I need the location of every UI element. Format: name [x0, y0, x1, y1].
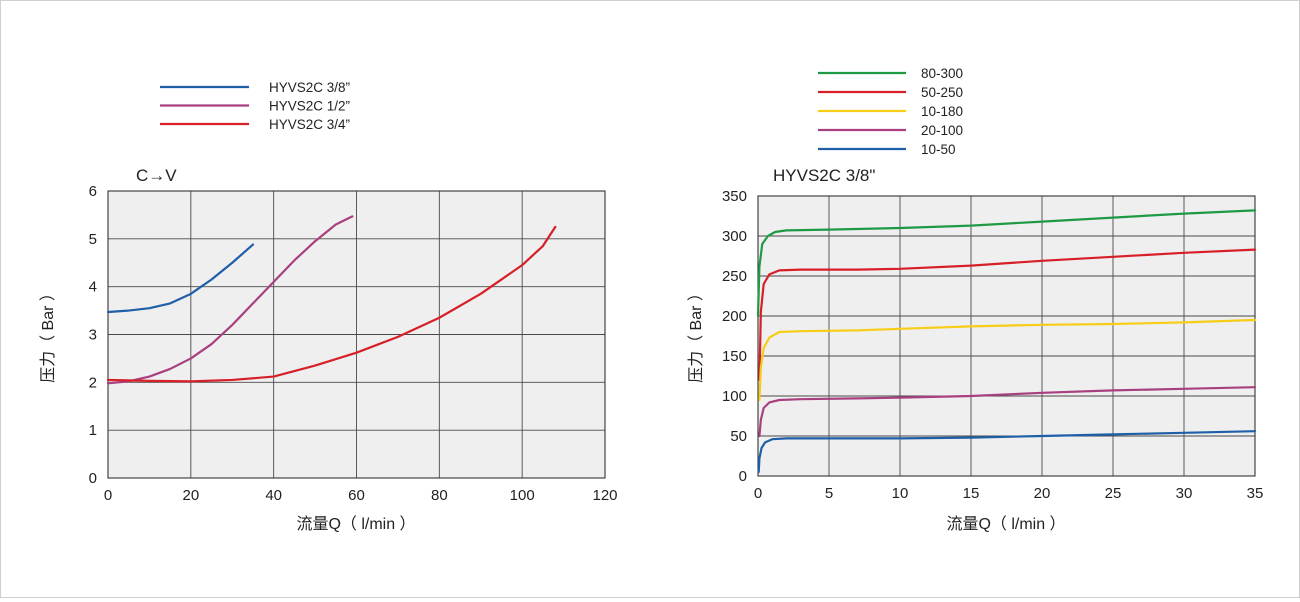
plot-border: [757, 195, 1256, 477]
y-tick-label: 0: [739, 468, 747, 485]
y-tick-label: 200: [722, 308, 747, 325]
series-line-10-50: [757, 430, 1257, 474]
series-line-10-180: [758, 318, 1257, 402]
chart-title: C→V: [136, 166, 177, 185]
legend-label: 80-300: [921, 66, 963, 81]
y-axis-label: 压力（ Bar ）: [687, 285, 705, 383]
y-tick-label: 3: [89, 327, 97, 344]
series-line-hyvs2c-1-2-: [106, 215, 354, 385]
y-tick-label: 250: [722, 268, 747, 285]
x-tick-label: 30: [1176, 485, 1193, 502]
legend-label: 10-180: [921, 104, 963, 119]
y-tick-label: 300: [722, 228, 747, 245]
legend-label: HYVS2C 1/2”: [269, 99, 350, 114]
x-tick-label: 35: [1247, 485, 1264, 502]
x-tick-label: 20: [182, 487, 199, 504]
x-tick-label: 0: [754, 485, 762, 502]
y-tick-label: 50: [730, 428, 747, 445]
x-tick-label: 20: [1034, 485, 1051, 502]
chart-title: HYVS2C 3/8": [773, 166, 875, 185]
legend: HYVS2C 3/8” HYVS2C 1/2” HYVS2C 3/4”: [160, 80, 350, 132]
series-line-hyvs2c-3-4-: [106, 225, 557, 383]
legend-label: 20-100: [921, 123, 963, 138]
y-tick-label: 4: [89, 279, 97, 296]
x-tick-label: 120: [592, 487, 617, 504]
legend: 80-300 50-250 10-180 20-100 10-50: [818, 66, 963, 157]
series-line-hyvs2c-3-8-: [106, 243, 255, 314]
series-line-20-100: [758, 386, 1257, 438]
series-line-50-250: [758, 248, 1257, 382]
y-tick-label: 6: [89, 183, 97, 200]
x-tick-label: 100: [510, 487, 535, 504]
chart-2: 0 5 10 15 20 25 30 3505010015020025030035080-30…: [687, 66, 1263, 533]
x-tick-label: 5: [825, 485, 833, 502]
y-axis-label: 压力（ Bar ）: [39, 285, 57, 383]
x-axis-label: 流量Q（ l/min ）: [296, 515, 415, 533]
legend-label: HYVS2C 3/4”: [269, 117, 350, 132]
y-tick-label: 1: [89, 422, 97, 439]
x-tick-label: 25: [1105, 485, 1122, 502]
x-tick-label: 60: [348, 487, 365, 504]
x-axis-label: 流量Q（ l/min ）: [946, 515, 1065, 533]
y-tick-label: 5: [89, 231, 97, 248]
y-tick-label: 2: [89, 374, 97, 391]
plot-background: [758, 196, 1255, 476]
legend-label: 50-250: [921, 85, 963, 100]
series-line-80-300: [756, 209, 1257, 318]
y-tick-label: 0: [89, 470, 97, 487]
legend-label: 10-50: [921, 142, 956, 157]
x-tick-label: 40: [265, 487, 282, 504]
y-tick-label: 100: [722, 388, 747, 405]
x-tick-label: 10: [892, 485, 909, 502]
x-tick-label: 80: [431, 487, 448, 504]
y-tick-label: 150: [722, 348, 747, 365]
y-tick-label: 350: [722, 188, 747, 205]
x-tick-label: 15: [963, 485, 980, 502]
plot-border: [107, 190, 606, 479]
legend-label: HYVS2C 3/8”: [269, 80, 350, 95]
x-tick-label: 0: [104, 487, 112, 504]
